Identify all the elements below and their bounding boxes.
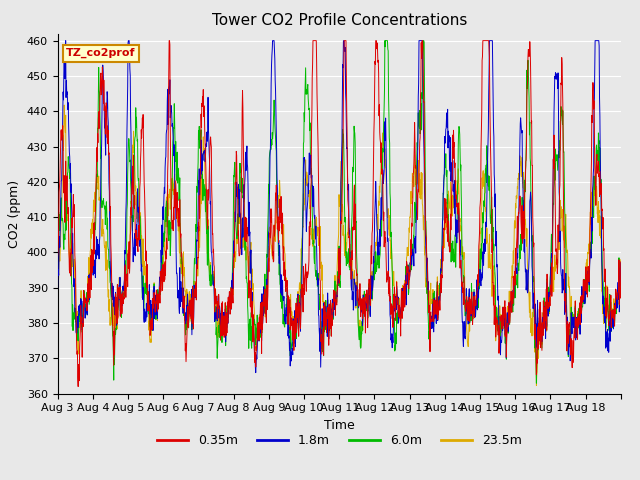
Y-axis label: CO2 (ppm): CO2 (ppm) (8, 180, 21, 248)
Legend: 0.35m, 1.8m, 6.0m, 23.5m: 0.35m, 1.8m, 6.0m, 23.5m (152, 429, 527, 452)
Text: TZ_co2prof: TZ_co2prof (66, 48, 136, 58)
X-axis label: Time: Time (324, 419, 355, 432)
Title: Tower CO2 Profile Concentrations: Tower CO2 Profile Concentrations (211, 13, 467, 28)
